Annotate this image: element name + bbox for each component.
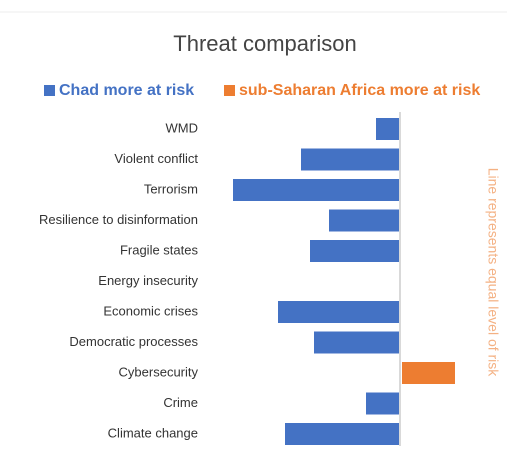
annotation: Line represents equal level of risk — [485, 168, 501, 378]
chart-title: Threat comparison — [173, 31, 356, 56]
category-label: Resilience to disinformation — [39, 212, 198, 227]
category-label: Terrorism — [144, 181, 198, 196]
legend-swatch — [44, 85, 55, 96]
category-label: Fragile states — [120, 242, 199, 257]
category-label: Crime — [163, 395, 198, 410]
category-label: Democratic processes — [69, 334, 198, 349]
legend-label: sub-Saharan Africa more at risk — [239, 82, 480, 99]
bar — [301, 148, 400, 171]
legend-label: Chad more at risk — [59, 82, 194, 99]
bar — [278, 301, 400, 323]
bar — [366, 392, 400, 415]
category-label: Violent conflict — [114, 151, 198, 166]
bar — [376, 118, 400, 140]
bar — [285, 423, 400, 445]
category-label: Economic crises — [103, 303, 198, 318]
category-label: WMD — [166, 120, 199, 135]
category-label: Energy insecurity — [98, 273, 198, 288]
bar — [310, 240, 400, 262]
category-label: Cybersecurity — [119, 364, 199, 379]
bar — [329, 209, 400, 232]
bar — [402, 362, 455, 384]
bar — [314, 331, 400, 354]
legend-swatch — [224, 85, 235, 96]
bar — [233, 179, 400, 201]
category-label: Climate change — [108, 425, 198, 440]
